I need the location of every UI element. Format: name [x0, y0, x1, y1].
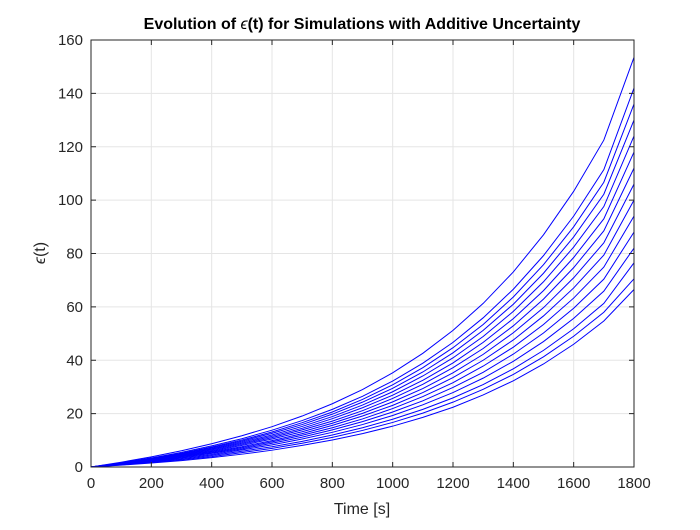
- y-tick-label: 80: [66, 246, 83, 263]
- title-epsilon-symbol: ϵ: [241, 16, 249, 33]
- y-tick-label: 20: [66, 406, 83, 423]
- x-tick-label: 0: [87, 475, 95, 492]
- grid: [91, 40, 634, 467]
- y-tick-label: 140: [58, 85, 83, 102]
- ticks: [90, 39, 635, 468]
- series-line-5: [90, 135, 635, 468]
- series-line-8: [90, 183, 635, 468]
- x-tick-label: 1600: [557, 475, 590, 492]
- series-line-11: [90, 231, 635, 468]
- series-line-10: [90, 215, 635, 468]
- x-tick-label: 800: [320, 475, 345, 492]
- series-line-4: [90, 119, 635, 468]
- series-line-6: [90, 151, 635, 468]
- series-line-15: [90, 289, 635, 468]
- x-tick-label: 1800: [617, 475, 650, 492]
- y-tick-label: 120: [58, 139, 83, 156]
- series-line-13: [90, 262, 635, 468]
- y-tick-labels: 0 20 40 60 80 100 120 140 160: [58, 32, 83, 476]
- chart-title: Evolution of ϵ(t) for Simulations with A…: [144, 16, 581, 33]
- y-tick-label: 160: [58, 32, 83, 49]
- x-tick-labels: 0 200 400 600 800 1000 1200 1400 1600 1800: [87, 475, 651, 492]
- y-tick-label: 100: [58, 192, 83, 209]
- series-line-3: [90, 103, 635, 468]
- y-tick-label: 0: [75, 459, 83, 476]
- y-tick-label: 40: [66, 352, 83, 369]
- series-line-12: [90, 247, 635, 468]
- x-tick-label: 1000: [376, 475, 409, 492]
- x-tick-label: 600: [259, 475, 284, 492]
- series-line-2: [90, 87, 635, 468]
- series-line-1: [90, 57, 635, 468]
- ylabel-epsilon-symbol: ϵ: [32, 256, 49, 264]
- y-axis-label: ϵ(t): [32, 242, 49, 264]
- series-group: [90, 57, 635, 468]
- series-line-7: [90, 167, 635, 468]
- x-axis-label: Time [s]: [334, 501, 390, 518]
- x-tick-label: 400: [199, 475, 224, 492]
- y-tick-label: 60: [66, 299, 83, 316]
- series-line-9: [90, 199, 635, 468]
- x-tick-label: 200: [139, 475, 164, 492]
- x-tick-label: 1400: [497, 475, 530, 492]
- x-tick-label: 1200: [436, 475, 469, 492]
- series-line-14: [90, 278, 635, 468]
